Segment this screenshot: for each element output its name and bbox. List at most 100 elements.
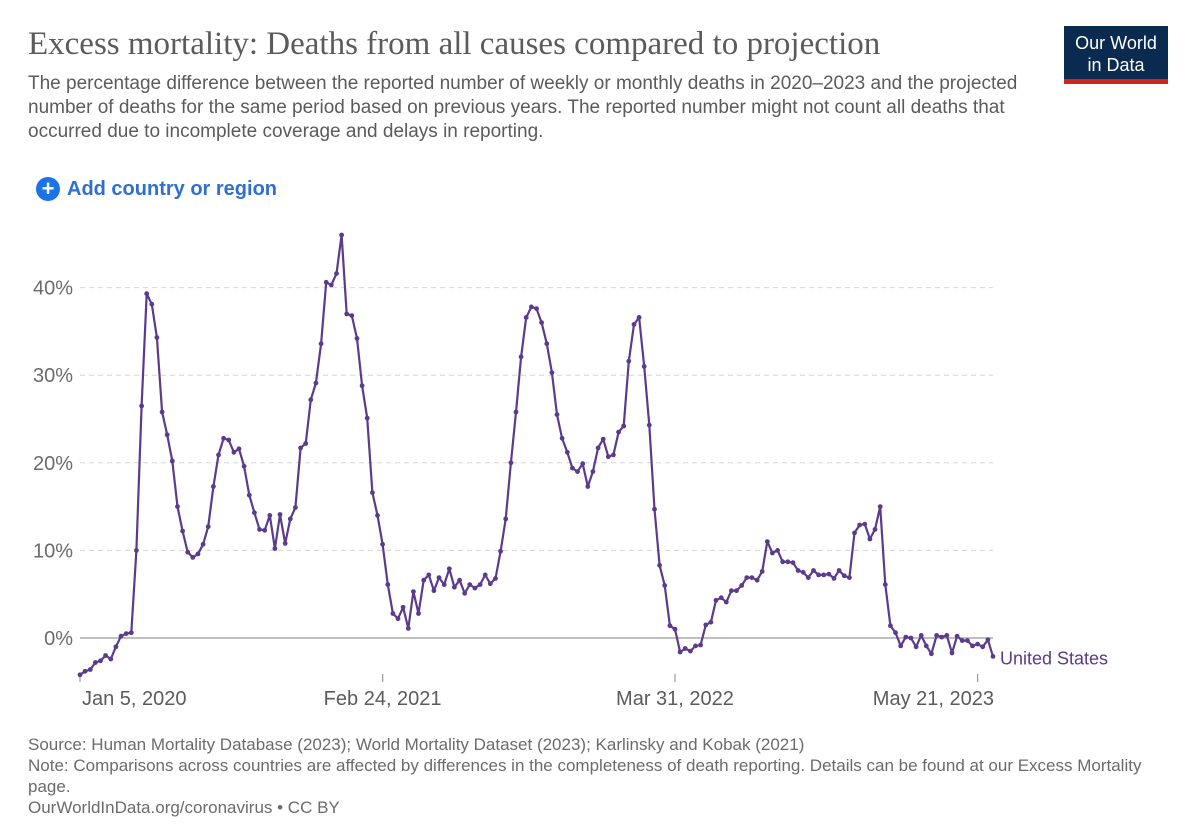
data-point xyxy=(169,458,175,464)
data-point xyxy=(205,524,211,530)
data-point xyxy=(862,521,868,527)
data-point xyxy=(149,301,155,307)
data-point xyxy=(570,465,575,471)
data-point xyxy=(472,585,478,591)
owid-logo[interactable]: Our World in Data xyxy=(1064,26,1168,84)
data-point xyxy=(939,634,945,640)
data-point xyxy=(903,634,909,640)
data-point xyxy=(908,635,914,641)
data-point xyxy=(498,548,503,554)
x-tick-label: Jan 5, 2020 xyxy=(82,688,187,710)
data-point xyxy=(826,571,832,577)
data-point xyxy=(821,572,827,578)
data-point xyxy=(585,484,591,489)
data-point xyxy=(457,577,462,583)
data-point xyxy=(831,576,837,581)
data-point xyxy=(929,651,934,657)
data-point xyxy=(180,528,186,534)
data-point xyxy=(790,560,796,566)
data-point xyxy=(400,604,406,610)
data-point xyxy=(221,435,227,441)
data-point xyxy=(144,291,150,297)
data-point xyxy=(544,341,550,347)
data-point xyxy=(805,575,811,580)
data-point xyxy=(662,583,668,588)
data-point xyxy=(641,364,647,369)
data-point xyxy=(954,633,960,639)
data-point xyxy=(508,460,514,466)
data-point xyxy=(487,581,493,587)
data-point xyxy=(134,548,139,553)
data-point xyxy=(729,588,734,594)
data-point xyxy=(390,611,396,616)
data-point xyxy=(482,572,488,578)
data-point xyxy=(564,449,570,455)
data-point xyxy=(185,549,191,555)
data-point xyxy=(87,667,93,672)
y-tick-label: 0% xyxy=(44,628,73,650)
data-point xyxy=(580,461,586,467)
data-point xyxy=(672,626,678,632)
data-point xyxy=(775,548,780,553)
data-point xyxy=(364,415,370,421)
data-point xyxy=(108,656,114,662)
data-point xyxy=(513,409,519,415)
data-point xyxy=(190,555,196,560)
data-point xyxy=(698,642,703,648)
data-point xyxy=(226,437,232,443)
data-point xyxy=(590,469,596,474)
data-point xyxy=(426,572,432,578)
data-point xyxy=(200,541,206,547)
data-point xyxy=(764,539,770,544)
data-point xyxy=(298,445,303,451)
data-point xyxy=(723,599,729,605)
data-point xyxy=(621,423,627,429)
data-point xyxy=(575,469,580,474)
data-point xyxy=(816,572,821,578)
x-tick-label: Mar 31, 2022 xyxy=(616,688,734,710)
data-point xyxy=(252,510,257,516)
data-point xyxy=(287,516,293,522)
x-tick-label: May 21, 2023 xyxy=(873,688,994,710)
data-point xyxy=(713,597,719,603)
y-tick-label: 20% xyxy=(33,453,73,475)
data-point xyxy=(159,409,165,415)
data-point xyxy=(554,412,560,417)
data-point xyxy=(867,536,873,542)
data-point xyxy=(175,504,180,509)
data-point xyxy=(462,590,468,596)
data-point xyxy=(370,490,375,495)
data-point xyxy=(323,279,329,285)
data-point xyxy=(344,311,350,317)
data-point xyxy=(616,429,621,435)
data-point xyxy=(949,650,955,656)
data-point xyxy=(405,626,411,631)
data-point xyxy=(262,527,268,533)
data-point xyxy=(385,582,391,587)
data-point xyxy=(282,541,288,546)
data-point xyxy=(626,358,632,364)
data-point xyxy=(800,569,806,575)
data-point xyxy=(241,463,247,469)
data-point xyxy=(836,568,842,573)
data-point xyxy=(847,575,852,580)
data-point xyxy=(872,527,878,532)
data-point xyxy=(898,643,904,649)
data-point xyxy=(493,576,498,581)
data-point xyxy=(467,582,473,587)
data-point xyxy=(770,550,775,556)
chart-title: Excess mortality: Deaths from all causes… xyxy=(28,26,881,62)
data-point xyxy=(965,638,970,643)
data-point xyxy=(708,619,714,625)
data-point xyxy=(529,304,534,310)
data-point xyxy=(913,644,919,650)
data-point xyxy=(128,630,134,636)
data-point xyxy=(436,575,442,580)
data-point xyxy=(975,641,980,647)
data-point xyxy=(636,315,642,320)
data-point xyxy=(375,513,380,518)
add-country-button[interactable]: + Add country or region xyxy=(36,177,277,201)
data-point xyxy=(77,672,83,678)
data-point xyxy=(103,653,108,658)
data-point xyxy=(852,530,857,536)
